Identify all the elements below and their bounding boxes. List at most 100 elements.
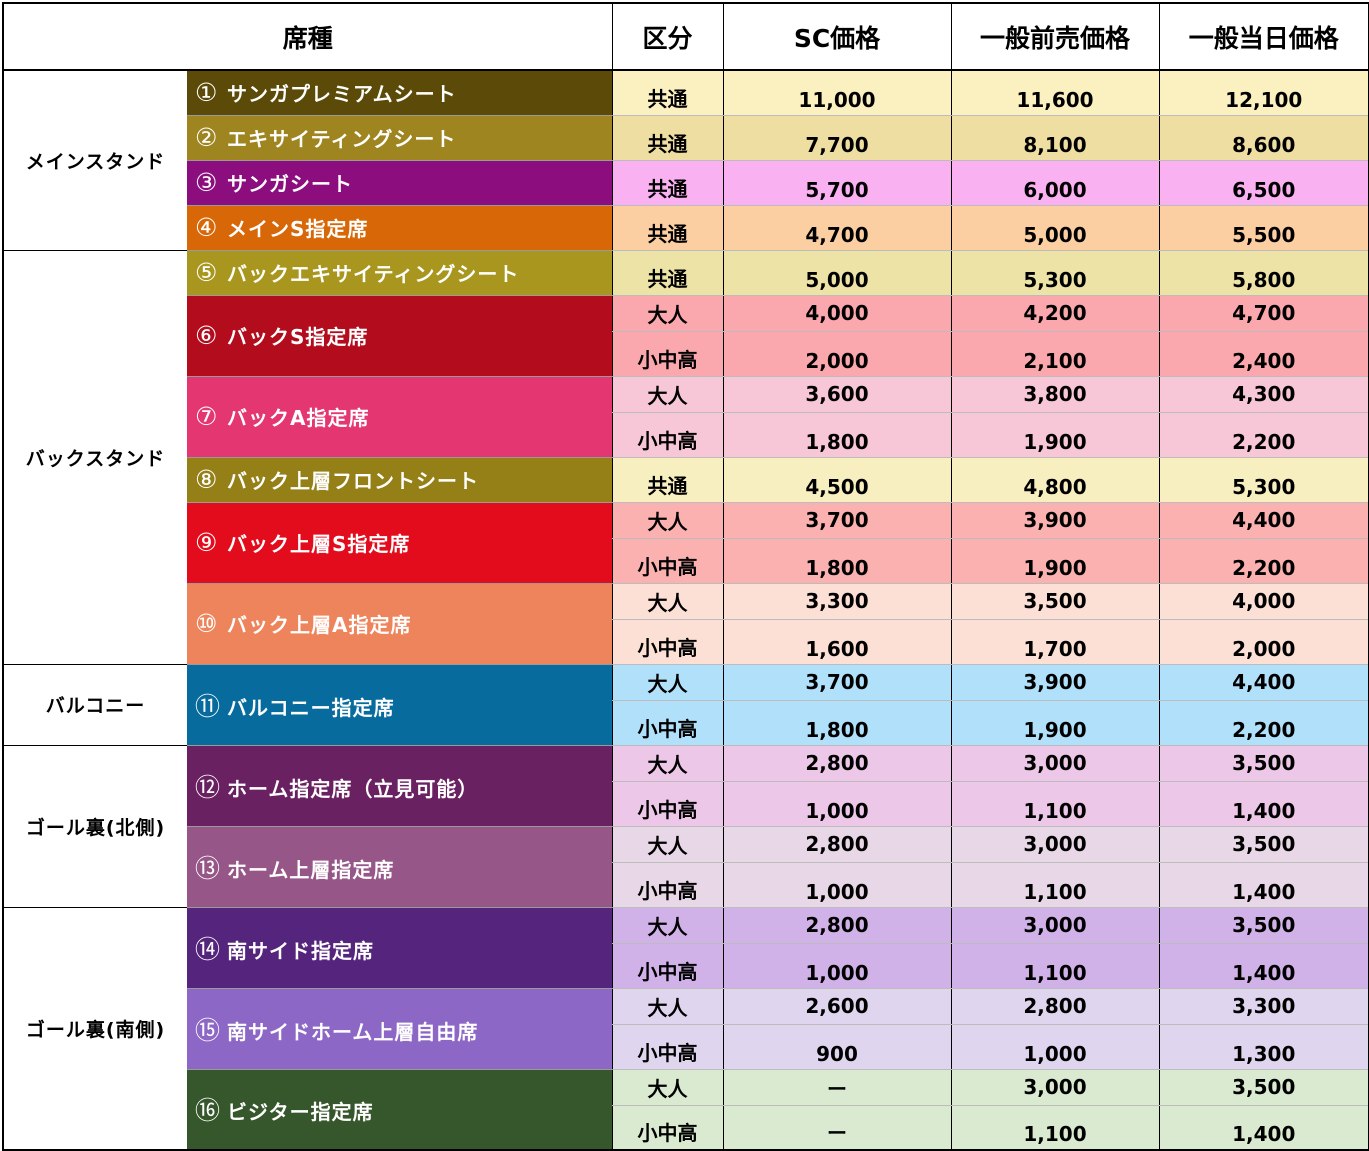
seat-number: ⑭ (195, 934, 222, 964)
sameday-price-cell: 2,400 (1158, 331, 1369, 377)
seat-name-cell: ⑦ バックA指定席 (187, 376, 613, 458)
advance-price-cell: 8,100 (950, 115, 1160, 161)
category-cell: 小中高 (611, 412, 724, 458)
advance-price-cell: 1,000 (950, 1024, 1160, 1070)
seat-name: 南サイド指定席 (227, 938, 374, 963)
table-row: ④ メインS指定席 共通 4,700 5,000 5,500 (3, 205, 1369, 251)
sameday-price-cell: 5,300 (1158, 457, 1369, 503)
seat-name: バックS指定席 (227, 325, 369, 349)
seat-number: ④ (195, 213, 219, 242)
advance-price-cell: 1,700 (950, 619, 1160, 665)
seat-number: ① (195, 78, 219, 108)
sameday-price-cell: 3,500 (1158, 907, 1369, 944)
table-row: バルコニー ⑪ バルコニー指定席 大人 3,700 3,900 4,400 (3, 664, 1369, 746)
table-row: ⑬ ホーム上層指定席 大人 2,800 3,000 3,500 (3, 826, 1369, 908)
advance-price-cell: 3,500 (950, 583, 1160, 620)
table-row: ⑧ バック上層フロントシート 共通 4,500 4,800 5,300 (3, 457, 1369, 503)
seat-name: サンガプレミアムシート (227, 82, 457, 107)
category-cell: 大人 (611, 745, 724, 782)
header-row: 席種 区分 SC価格 一般前売価格 一般当日価格 (3, 3, 1369, 71)
table-row: ゴール裏(北側) ⑫ ホーム指定席（立見可能） 大人 2,800 3,000 3,500 (3, 745, 1369, 908)
sameday-price-cell: 6,500 (1158, 160, 1369, 206)
sc-price-cell: 7,700 (722, 115, 952, 161)
seat-number: ⑥ (195, 321, 219, 350)
sc-price-cell: 3,600 (722, 376, 952, 413)
table-row: 小中高 900 1,000 1,300 (3, 1024, 1369, 1070)
seat-name: メインS指定席 (227, 217, 369, 241)
sameday-price-cell: 4,400 (1158, 664, 1369, 701)
seat-name-cell: ⑬ ホーム上層指定席 (187, 826, 613, 908)
advance-price-cell: 1,900 (950, 700, 1160, 746)
seat-number: ⑬ (195, 853, 222, 883)
sc-price-cell: 4,700 (722, 205, 952, 251)
category-cell: 小中高 (611, 1105, 724, 1151)
table-row: バックスタンド ⑤ バックエキサイティングシート 共通 5,000 5,300 5,800 (3, 250, 1369, 665)
seat-number: ⑧ (195, 465, 219, 494)
sameday-price-cell: 5,500 (1158, 205, 1369, 251)
seat-name-cell: ⑯ ビジター指定席 (187, 1069, 613, 1151)
advance-price-cell: 4,200 (950, 295, 1160, 332)
sc-price-cell: 4,500 (722, 457, 952, 503)
table-row: 小中高 1,000 1,100 1,400 (3, 781, 1369, 827)
sameday-price-cell: 12,100 (1158, 70, 1369, 116)
table-row: ⑨ バック上層S指定席 大人 3,700 3,900 4,400 (3, 502, 1369, 584)
sc-price-cell: 5,700 (722, 160, 952, 206)
category-cell: 大人 (611, 295, 724, 332)
header-sc-price: SC価格 (722, 3, 952, 71)
advance-price-cell: 1,100 (950, 943, 1160, 989)
category-cell: 大人 (611, 907, 724, 944)
seat-name-cell: ⑥ バックS指定席 (187, 295, 613, 377)
category-cell: 大人 (611, 1069, 724, 1106)
category-cell: 大人 (611, 988, 724, 1025)
seat-name: ホーム上層指定席 (227, 857, 395, 882)
seat-number: ⑮ (195, 1015, 222, 1045)
seat-name: エキサイティングシート (227, 127, 457, 151)
sameday-price-cell: 3,500 (1158, 745, 1369, 782)
seat-name: バック上層A指定席 (227, 613, 412, 637)
header-sameday-price: 一般当日価格 (1158, 3, 1369, 71)
category-cell: 小中高 (611, 619, 724, 665)
table-row: 小中高 1,000 1,100 1,400 (3, 943, 1369, 989)
seat-number: ⑫ (195, 772, 222, 802)
sameday-price-cell: 2,200 (1158, 700, 1369, 746)
category-cell: 共通 (611, 70, 724, 116)
category-cell: 共通 (611, 457, 724, 503)
advance-price-cell: 5,300 (950, 250, 1160, 296)
advance-price-cell: 2,100 (950, 331, 1160, 377)
sameday-price-cell: 8,600 (1158, 115, 1369, 161)
category-cell: 小中高 (611, 1024, 724, 1070)
stand-name: バルコニー (3, 664, 187, 746)
sc-price-cell: 900 (722, 1024, 952, 1070)
seat-number: ⑤ (195, 258, 219, 287)
category-cell: 小中高 (611, 781, 724, 827)
advance-price-cell: 3,000 (950, 826, 1160, 863)
advance-price-cell: 3,000 (950, 1069, 1160, 1106)
table-row: 小中高 1,800 1,900 2,200 (3, 412, 1369, 458)
seat-name-cell: ⑩ バック上層A指定席 (187, 583, 613, 665)
sc-price-cell: 2,800 (722, 907, 952, 944)
sc-price-cell: 2,800 (722, 745, 952, 782)
advance-price-cell: 3,900 (950, 502, 1160, 539)
header-seat-type: 席種 (3, 3, 613, 71)
advance-price-cell: 11,600 (950, 70, 1160, 116)
advance-price-cell: 1,900 (950, 538, 1160, 584)
stand-name: ゴール裏(南側) (3, 907, 187, 1151)
sameday-price-cell: 1,400 (1158, 862, 1369, 908)
seat-name-cell: ① サンガプレミアムシート (187, 70, 613, 116)
stand-name: ゴール裏(北側) (3, 745, 187, 908)
sameday-price-cell: 4,400 (1158, 502, 1369, 539)
seat-name-cell: ⑮ 南サイドホーム上層自由席 (187, 988, 613, 1070)
seat-name: バックA指定席 (227, 406, 370, 430)
category-cell: 小中高 (611, 538, 724, 584)
sc-price-cell: 5,000 (722, 250, 952, 296)
seat-name-cell: ⑤ バックエキサイティングシート (187, 250, 613, 296)
category-cell: 共通 (611, 250, 724, 296)
seat-name: ビジター指定席 (227, 1100, 374, 1125)
seat-number: ⑪ (195, 691, 222, 721)
table-row: ③ サンガシート 共通 5,700 6,000 6,500 (3, 160, 1369, 206)
category-cell: 共通 (611, 160, 724, 206)
sc-price-cell: 2,000 (722, 331, 952, 377)
stand-name: メインスタンド (3, 70, 187, 251)
seat-name: バック上層フロントシート (227, 469, 479, 493)
sc-price-cell: 1,000 (722, 862, 952, 908)
